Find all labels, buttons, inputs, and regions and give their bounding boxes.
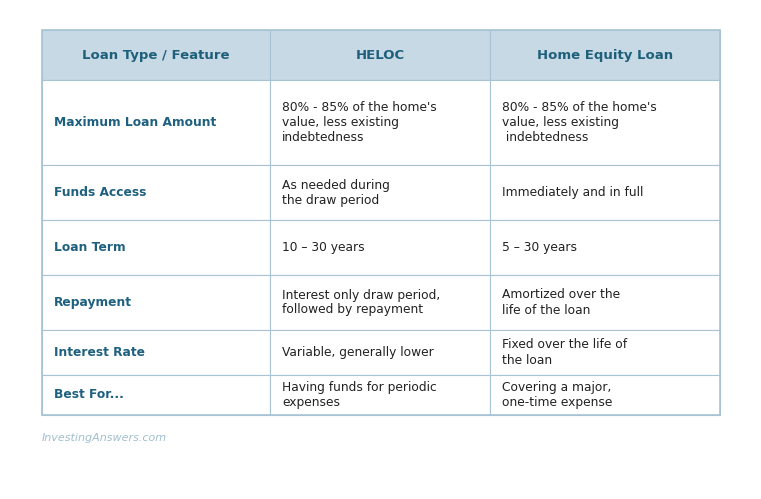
Bar xyxy=(270,30,490,80)
Text: As needed during
the draw period: As needed during the draw period xyxy=(282,179,390,207)
Bar xyxy=(42,30,720,415)
Bar xyxy=(270,275,490,330)
Text: 80% - 85% of the home's
value, less existing
indebtedness: 80% - 85% of the home's value, less exis… xyxy=(282,101,437,144)
Bar xyxy=(490,330,720,375)
Bar xyxy=(490,30,720,80)
Text: Interest Rate: Interest Rate xyxy=(54,346,145,359)
Bar xyxy=(270,330,490,375)
Text: Amortized over the
life of the loan: Amortized over the life of the loan xyxy=(502,288,620,316)
Bar xyxy=(42,375,270,415)
Text: Fixed over the life of
the loan: Fixed over the life of the loan xyxy=(502,338,627,366)
Bar xyxy=(270,375,490,415)
Bar xyxy=(490,220,720,275)
Text: Repayment: Repayment xyxy=(54,296,132,309)
Text: Home Equity Loan: Home Equity Loan xyxy=(537,48,673,61)
Text: Immediately and in full: Immediately and in full xyxy=(502,186,643,199)
Text: Covering a major,
one-time expense: Covering a major, one-time expense xyxy=(502,381,613,409)
Text: 10 – 30 years: 10 – 30 years xyxy=(282,241,365,254)
Bar xyxy=(270,220,490,275)
Bar xyxy=(42,220,270,275)
Bar xyxy=(490,275,720,330)
Text: Loan Type / Feature: Loan Type / Feature xyxy=(82,48,230,61)
Text: HELOC: HELOC xyxy=(355,48,405,61)
Bar xyxy=(270,165,490,220)
Text: Interest only draw period,
followed by repayment: Interest only draw period, followed by r… xyxy=(282,288,441,316)
Text: Loan Term: Loan Term xyxy=(54,241,126,254)
Text: 80% - 85% of the home's
value, less existing
 indebtedness: 80% - 85% of the home's value, less exis… xyxy=(502,101,657,144)
Bar xyxy=(490,80,720,165)
Text: Having funds for periodic
expenses: Having funds for periodic expenses xyxy=(282,381,437,409)
Bar xyxy=(42,330,270,375)
Bar xyxy=(42,30,270,80)
Text: Variable, generally lower: Variable, generally lower xyxy=(282,346,434,359)
Text: InvestingAnswers.com: InvestingAnswers.com xyxy=(42,433,167,443)
Text: Funds Access: Funds Access xyxy=(54,186,146,199)
Text: 5 – 30 years: 5 – 30 years xyxy=(502,241,577,254)
Bar xyxy=(270,80,490,165)
Bar xyxy=(42,165,270,220)
Text: Best For...: Best For... xyxy=(54,389,124,402)
Text: Maximum Loan Amount: Maximum Loan Amount xyxy=(54,116,216,129)
Bar xyxy=(42,275,270,330)
Bar xyxy=(490,375,720,415)
Bar xyxy=(42,80,270,165)
Bar xyxy=(490,165,720,220)
